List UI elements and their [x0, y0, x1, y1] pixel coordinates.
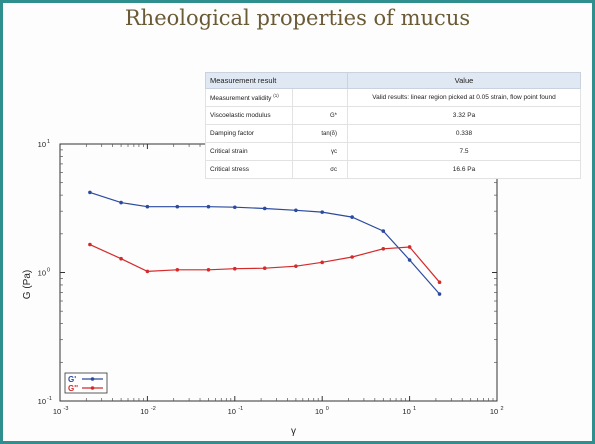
x-tick-label: 10 — [402, 407, 410, 416]
y-tick-label: 10 — [38, 397, 46, 406]
table-row: Measurement validity (1) Valid results: … — [205, 88, 581, 107]
data-point — [119, 256, 123, 261]
row-symbol: γc — [292, 142, 348, 161]
data-point — [262, 206, 267, 211]
y-tick-label: 10 — [38, 269, 46, 278]
data-point — [119, 200, 123, 205]
y-tick-label: 10 — [38, 140, 46, 149]
row-value: 7.5 — [347, 142, 581, 161]
data-point — [206, 267, 211, 272]
data-point — [88, 242, 92, 247]
x-tick-exponent: 2 — [501, 406, 504, 412]
data-point — [407, 258, 412, 262]
row-symbol: G* — [292, 106, 348, 125]
y-axis-label: G (Pa) — [22, 270, 33, 299]
data-point — [233, 205, 237, 210]
data-point — [294, 208, 298, 213]
x-axis-label: γ — [291, 426, 296, 437]
row-value: 0.338 — [347, 124, 581, 143]
row-symbol: tan(δ) — [292, 124, 348, 143]
data-point — [262, 266, 267, 271]
data-point — [350, 255, 354, 259]
data-point — [320, 260, 325, 265]
x-tick-label: 10 — [228, 407, 236, 416]
data-point — [437, 292, 442, 296]
data-point — [381, 229, 386, 233]
row-symbol: σc — [292, 160, 348, 179]
table-row: Damping factor tan(δ) 0.338 — [205, 124, 581, 143]
x-tick-label: 10 — [140, 407, 148, 416]
x-tick-label: 10 — [490, 407, 498, 416]
header-value: Value — [347, 72, 581, 89]
x-tick-exponent: -1 — [238, 406, 243, 412]
data-point — [294, 264, 298, 268]
data-point — [145, 204, 150, 209]
y-tick-exponent: 1 — [47, 139, 50, 145]
data-point — [233, 266, 237, 271]
row-name: Viscoelastic modulus — [205, 106, 293, 125]
data-point — [145, 269, 150, 274]
data-point — [350, 215, 354, 219]
row-name: Measurement validity (1) — [205, 88, 293, 107]
table-row: Critical stress σc 16.6 Pa — [205, 160, 581, 179]
x-tick-exponent: -3 — [64, 406, 69, 412]
x-tick-exponent: 0 — [326, 406, 329, 412]
table-row: Critical strain γc 7.5 — [205, 142, 581, 161]
table-header-row: Measurement result Value — [205, 72, 581, 89]
row-value: 3.32 Pa — [347, 106, 581, 125]
row-name: Damping factor — [205, 124, 293, 143]
row-value: Valid results: linear region picked at 0… — [347, 88, 581, 107]
measurement-table: Measurement result Value Measurement val… — [205, 72, 581, 179]
y-tick-exponent: -1 — [47, 396, 52, 402]
x-tick-exponent: 1 — [413, 406, 416, 412]
legend-label: G'' — [68, 384, 78, 393]
y-tick-exponent: 0 — [47, 268, 50, 274]
data-point — [175, 204, 180, 209]
series-line-g-double-prime — [89, 244, 440, 283]
data-point — [437, 280, 442, 285]
x-tick-exponent: -2 — [151, 406, 156, 412]
data-point — [407, 245, 412, 249]
row-name: Critical stress — [205, 160, 293, 179]
header-measurement: Measurement result — [205, 72, 348, 89]
table-row: Viscoelastic modulus G* 3.32 Pa — [205, 106, 581, 125]
data-point — [206, 204, 211, 209]
data-point — [88, 190, 92, 195]
data-point — [320, 210, 325, 214]
legend-marker — [90, 386, 95, 390]
legend-label: G' — [68, 375, 76, 384]
x-tick-label: 10 — [315, 407, 323, 416]
row-symbol — [292, 88, 348, 107]
slide-title: Rheological properties of mucus — [124, 6, 471, 30]
row-name: Critical strain — [205, 142, 293, 161]
data-point — [175, 267, 180, 272]
data-point — [381, 246, 386, 251]
x-tick-label: 10 — [53, 407, 61, 416]
row-value: 16.6 Pa — [347, 160, 581, 179]
legend-marker — [90, 377, 95, 381]
